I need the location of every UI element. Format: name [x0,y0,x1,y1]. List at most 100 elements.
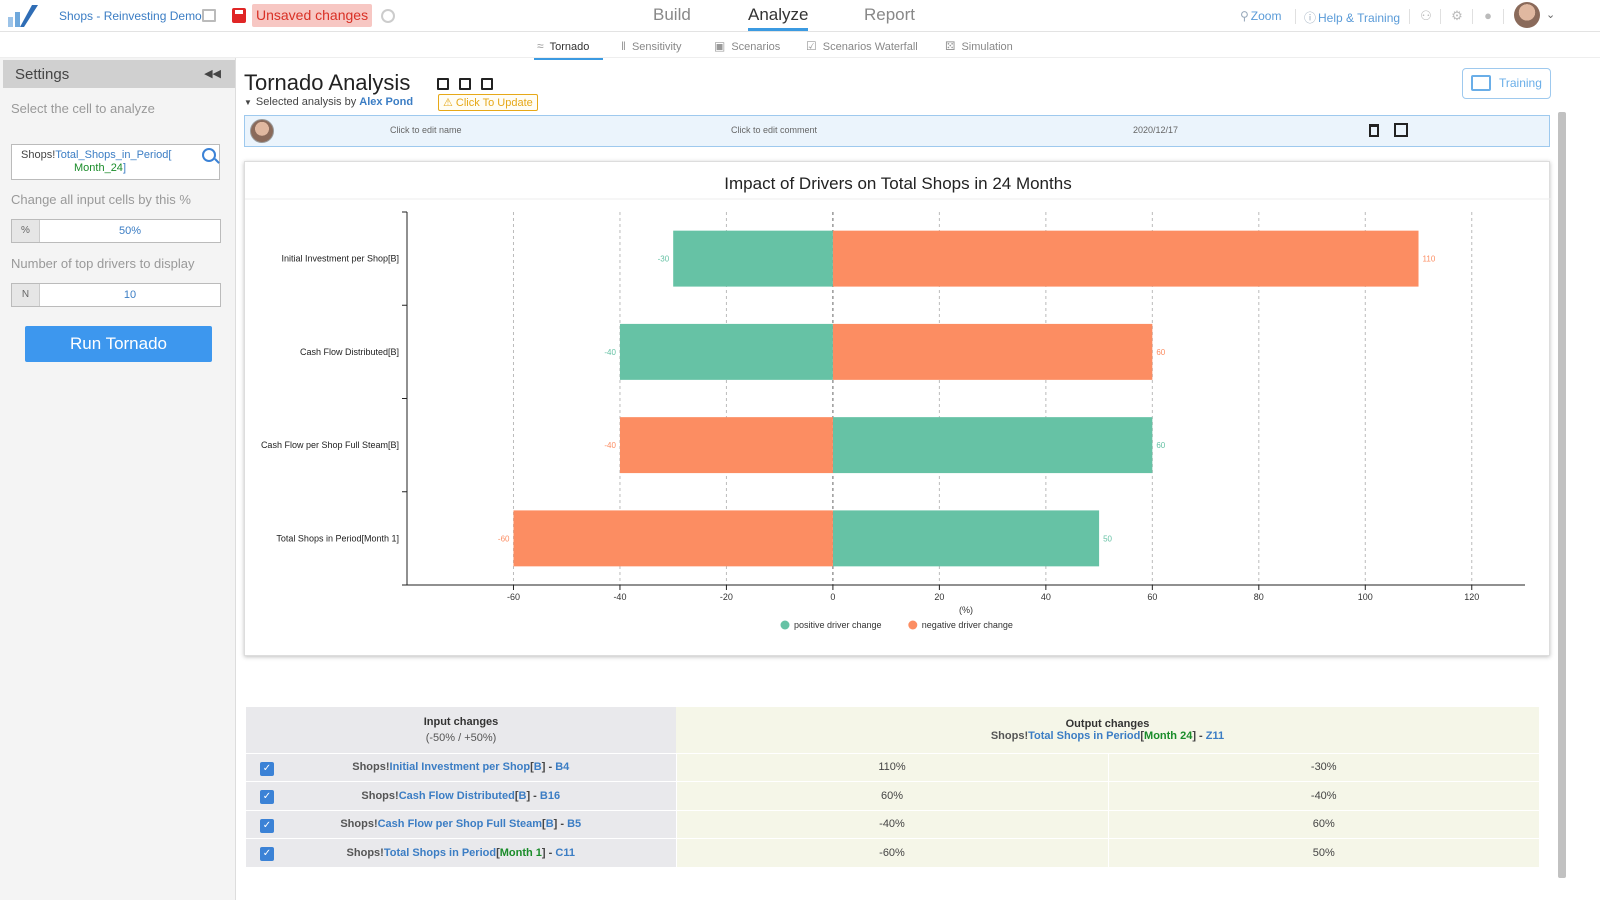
ref-name[interactable]: Total Shops in Period [1028,729,1141,742]
ref-name[interactable]: Initial Investment per Shop [389,761,531,774]
subtab-simulation[interactable]: ⚄ Simulation [945,39,1013,53]
divider [1503,9,1504,24]
tab-build[interactable]: Build [653,5,691,24]
output-header-cell: Output changes Shops!Total Shops in Peri… [676,707,1539,753]
avatar[interactable] [1514,2,1540,28]
output-ref: Shops!Total Shops in Period[Month 24] - … [676,730,1539,742]
cell-close: ] [122,162,126,174]
legend-entry: negative driver change [922,620,1013,630]
data-label: -40 [604,348,616,357]
sliders-icon: ‖ [621,39,626,53]
trash-icon[interactable] [1369,124,1379,137]
ref-cell[interactable]: B4 [555,761,570,774]
save-icon[interactable] [232,8,246,23]
export-icon[interactable] [459,78,471,90]
ref-cell[interactable]: Z11 [1205,729,1225,742]
change-percent-value[interactable]: 50% [118,225,142,237]
tab-analyze[interactable]: Analyze [748,5,809,31]
cell-input[interactable]: Shops!Total_Shops_in_Period[ Month_24] [11,144,220,180]
selected-analysis[interactable]: ▼ Selected analysis by Alex Pond [244,96,413,108]
app-name-link[interactable]: Shops - Reinvesting Demo [59,9,202,23]
ref-bracket: ] - [541,847,556,859]
subtab-label: Tornado [549,41,590,53]
print-icon[interactable] [437,78,449,90]
top-drivers-value[interactable]: 10 [123,289,137,301]
cell-name: Total_Shops_in_Period[ [55,149,172,161]
top-drivers-input[interactable]: N 10 [11,283,221,307]
ref-name[interactable]: Cash Flow per Shop Full Steam [377,818,543,831]
subtab-tornado[interactable]: ≈ Tornado [533,39,604,60]
row-checkbox[interactable]: ✓ [260,818,274,833]
ref-cell[interactable]: C11 [555,847,575,859]
search-icon[interactable] [202,148,216,162]
history-icon[interactable] [381,9,395,23]
training-button[interactable]: Training [1462,68,1551,99]
training-label: Training [1499,76,1542,90]
subtab-label: Sensitivity [631,41,682,53]
panel-icon[interactable] [481,78,493,90]
ref-name[interactable]: Cash Flow Distributed [398,789,515,802]
tornado-chart: Impact of Drivers on Total Shops in 24 M… [245,174,1551,630]
row-checkbox[interactable]: ✓ [260,847,274,861]
unsaved-changes-badge[interactable]: Unsaved changes [252,4,373,27]
bar [832,230,1419,287]
search-icon: ⚲ [1240,9,1249,23]
table-row: ✓ Shops!Total Shops in Period[Month 1] - … [246,838,1539,867]
save-icon[interactable] [1394,123,1408,137]
bar [673,230,833,287]
ref-bracket: [ [496,847,500,859]
ref-cell[interactable]: B5 [567,818,582,831]
input-header-cell: Input changes (-50% / +50%) [246,707,676,753]
zoom-button[interactable]: ⚲ Zoom [1240,9,1281,23]
sidebar-header: Settings ◀◀ [3,60,235,88]
subtab-sensitivity[interactable]: ‖ Sensitivity [621,39,682,53]
image-icon: ▣ [714,39,726,53]
input-header: Input changes [423,715,499,728]
data-label: 60 [1156,441,1165,450]
app-logo-icon[interactable] [6,3,40,29]
scrollbar[interactable] [1558,112,1566,878]
bar [832,510,1100,567]
collapse-icon[interactable]: ◀◀ [204,68,221,80]
document-icon[interactable] [202,9,216,22]
change-percent-input[interactable]: % 50% [11,219,221,243]
run-tornado-button[interactable]: Run Tornado [25,326,212,362]
update-label: Click To Update [455,97,533,109]
output-header: Output changes [1065,717,1150,730]
x-tick-label: 60 [1147,592,1157,602]
category-label: Initial Investment per Shop[B] [281,254,399,264]
ref-bracket: [ [542,818,546,831]
ref-column: B [518,789,527,802]
results-table: Input changes (-50% / +50%) Output chang… [246,707,1539,867]
tornado-icon: ≈ [537,39,544,53]
bar [513,510,833,567]
click-to-update-button[interactable]: ⚠ Click To Update [438,94,538,111]
table-row: ✓ Shops!Cash Flow Distributed[B] - B16 60… [246,781,1539,810]
bar [832,417,1153,474]
selected-by-label: Selected analysis by [255,96,357,108]
analyze-subnav: ≈ Tornado ‖ Sensitivity ▣ Scenarios ☑ Scenar… [0,32,1600,60]
ref-month: Month 1 [499,847,542,859]
divider [1440,9,1441,24]
output-negative: -30% [1107,752,1539,782]
analysis-comment[interactable]: Click to edit comment [731,125,818,135]
ref-name[interactable]: Total Shops in Period [383,847,497,859]
subtab-scenarios-waterfall[interactable]: ☑ Scenarios Waterfall [806,39,918,53]
ref-column: B [545,818,554,831]
ref-cell[interactable]: B16 [539,789,561,802]
row-checkbox[interactable]: ✓ [260,761,274,776]
analysis-name[interactable]: Click to edit name [390,125,462,135]
caret-down-icon: ▼ [244,98,252,107]
user-settings-icon[interactable]: ⚇ [1420,8,1432,23]
help-icon: ⓘ [1304,11,1317,25]
row-checkbox[interactable]: ✓ [260,790,274,804]
help-training-button[interactable]: ⓘ Help & Training [1304,9,1400,26]
gear-icon[interactable]: ⚙ [1451,8,1463,23]
legend-entry: positive driver change [794,620,882,630]
subtab-scenarios[interactable]: ▣ Scenarios [714,39,780,53]
chevron-down-icon[interactable]: ⌄ [1546,9,1556,21]
ref-sheet: Shops! [361,789,399,802]
tab-report[interactable]: Report [864,5,916,24]
bell-icon[interactable]: ● [1484,8,1492,23]
output-negative: 50% [1107,838,1539,867]
